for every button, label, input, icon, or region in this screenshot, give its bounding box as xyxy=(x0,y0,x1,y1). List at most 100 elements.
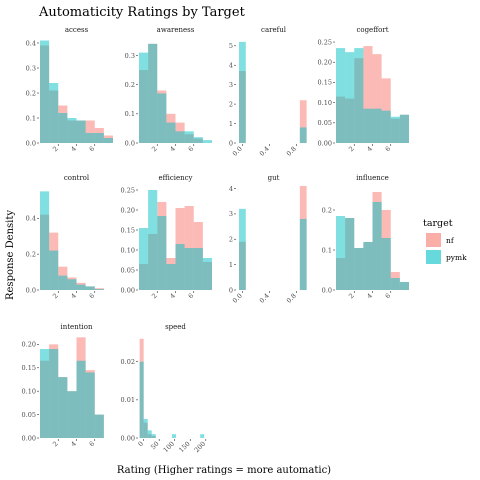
facet-intention: intention 0.00 0.05 0.10 0.15 0.20 2 4 6 xyxy=(22,323,104,448)
ytick-label-control-0: 0.0 xyxy=(26,286,36,294)
bar-efficiency-pymk-1 xyxy=(148,190,158,290)
bar-access-pymk-7 xyxy=(103,138,113,143)
ytick-label-speed-1: 0.01 xyxy=(121,396,135,404)
bar-intention-pymk-0 xyxy=(40,349,50,438)
bar-awareness-pymk-6 xyxy=(193,137,203,143)
ytick-label-control-1: 0.2 xyxy=(26,250,36,258)
bar-intention-pymk-1 xyxy=(49,349,59,438)
xtick-label-cogeffort-1: 4 xyxy=(365,145,374,154)
bar-influence-pymk-7 xyxy=(399,282,409,290)
ytick-label-cogeffort-0: 0.00 xyxy=(318,139,332,147)
legend-key-nf xyxy=(426,233,441,247)
ytick-label-efficiency-0: 0.00 xyxy=(121,286,135,294)
legend-label-nf: nf xyxy=(446,236,455,245)
ytick-label-influence-0: 0.0 xyxy=(322,286,332,294)
chart-title: Automaticity Ratings by Target xyxy=(38,5,246,20)
bar-access-pymk-0 xyxy=(40,40,50,143)
ytick-label-access-2: 0.2 xyxy=(26,89,36,97)
facet-access: access 0.0 0.1 0.2 0.3 0.4 2 4 6 xyxy=(26,26,113,153)
bar-control-pymk-0 xyxy=(40,191,50,290)
bar-speed-pymk-2 xyxy=(147,430,152,438)
xtick-label-gut-1: 0.4 xyxy=(258,292,271,305)
xtick-label-influence-0: 2 xyxy=(347,292,356,301)
ytick-label-gut-0: 0 xyxy=(229,286,233,294)
xtick-label-intention-2: 6 xyxy=(88,440,97,449)
bar-intention-pymk-3 xyxy=(67,391,77,438)
bar-intention-pymk-5 xyxy=(85,372,95,438)
legend-item-pymk: pymk xyxy=(426,250,467,264)
bar-intention-pymk-4 xyxy=(76,360,86,438)
ytick-label-efficiency-4: 0.20 xyxy=(121,206,135,214)
ytick-label-awareness-1: 0.1 xyxy=(125,110,135,118)
bar-efficiency-pymk-0 xyxy=(139,228,149,290)
bar-cogeffort-nf-4 xyxy=(372,54,382,143)
bar-intention-pymk-2 xyxy=(58,377,68,438)
xtick-label-control-2: 6 xyxy=(88,292,97,301)
xtick-label-speed-1: 50 xyxy=(149,440,161,452)
ytick-label-careful-4: 4 xyxy=(229,62,233,70)
bar-cogeffort-pymk-6 xyxy=(390,116,400,143)
xtick-label-speed-4: 200 xyxy=(193,440,207,454)
xtick-label-control-0: 2 xyxy=(51,292,60,301)
bar-influence-pymk-5 xyxy=(381,238,391,290)
bar-cogeffort-pymk-7 xyxy=(399,114,409,143)
legend-title: target xyxy=(423,218,453,229)
facet-label-influence: influence xyxy=(356,174,389,182)
bar-influence-pymk-4 xyxy=(372,202,382,290)
facet-cogeffort: cogeffort 0.00 0.05 0.10 0.15 0.20 0.25 2 4 6 xyxy=(318,26,409,153)
xtick-label-efficiency-0: 2 xyxy=(150,292,159,301)
bar-careful-pymk-9 xyxy=(299,127,307,143)
ytick-label-intention-2: 0.10 xyxy=(22,387,36,395)
bar-awareness-pymk-0 xyxy=(139,52,149,144)
bar-careful-nf-9 xyxy=(299,100,307,143)
ytick-label-cogeffort-5: 0.25 xyxy=(318,38,332,46)
xtick-label-influence-2: 6 xyxy=(384,292,393,301)
ytick-label-gut-1: 1 xyxy=(229,261,233,269)
xtick-label-speed-3: 150 xyxy=(177,440,191,454)
xtick-label-efficiency-1: 4 xyxy=(168,292,177,301)
bar-cogeffort-pymk-1 xyxy=(345,52,355,144)
bar-cogeffort-pymk-5 xyxy=(381,110,391,143)
ytick-label-access-3: 0.3 xyxy=(26,64,36,72)
ytick-label-efficiency-3: 0.15 xyxy=(121,226,135,234)
ytick-label-cogeffort-2: 0.10 xyxy=(318,99,332,107)
bar-influence-pymk-6 xyxy=(390,278,400,290)
bar-access-pymk-1 xyxy=(49,83,59,143)
facet-label-intention: intention xyxy=(61,323,93,331)
xtick-label-awareness-2: 6 xyxy=(187,145,196,154)
bar-access-pymk-6 xyxy=(94,133,104,143)
xtick-label-speed-0: 0 xyxy=(136,440,145,449)
bar-gut-pymk-9 xyxy=(299,218,307,290)
x-axis-label: Rating (Higher ratings = more automatic) xyxy=(117,465,331,476)
ytick-label-awareness-0: 0.0 xyxy=(125,139,135,147)
xtick-label-awareness-0: 2 xyxy=(150,145,159,154)
xtick-label-careful-2: 0.8 xyxy=(285,145,298,158)
ytick-label-gut-3: 3 xyxy=(229,210,233,218)
xtick-label-awareness-1: 4 xyxy=(168,145,177,154)
facet-awareness: awareness 0.0 0.1 0.2 0.3 2 4 6 xyxy=(125,26,212,153)
bar-efficiency-pymk-6 xyxy=(193,248,203,290)
bar-access-nf-5 xyxy=(85,120,95,143)
bar-influence-pymk-3 xyxy=(363,242,373,290)
bar-influence-pymk-1 xyxy=(345,218,355,290)
bar-efficiency-pymk-7 xyxy=(202,258,212,290)
bar-cogeffort-pymk-0 xyxy=(336,48,346,143)
facet-speed: speed 0.00 0.01 0.02 0 50 100 150 200 xyxy=(121,323,208,454)
bar-cogeffort-pymk-3 xyxy=(363,108,373,143)
facet-label-speed: speed xyxy=(165,323,186,331)
bar-speed-pymk-8 xyxy=(171,434,176,438)
ytick-label-intention-1: 0.05 xyxy=(22,411,36,419)
xtick-label-intention-1: 4 xyxy=(69,440,78,449)
ytick-label-awareness-3: 0.3 xyxy=(125,52,135,60)
ytick-label-influence-2: 0.2 xyxy=(322,206,332,214)
xtick-label-intention-0: 2 xyxy=(51,440,60,449)
bar-gut-pymk-0 xyxy=(239,208,246,290)
bar-careful-pymk-0 xyxy=(239,41,246,144)
bar-awareness-pymk-3 xyxy=(166,122,176,143)
bar-cogeffort-pymk-4 xyxy=(372,108,382,143)
facet-control: control 0.0 0.2 0.4 2 4 6 xyxy=(26,174,104,300)
bar-intention-pymk-6 xyxy=(94,414,104,438)
xtick-label-cogeffort-0: 2 xyxy=(347,145,356,154)
